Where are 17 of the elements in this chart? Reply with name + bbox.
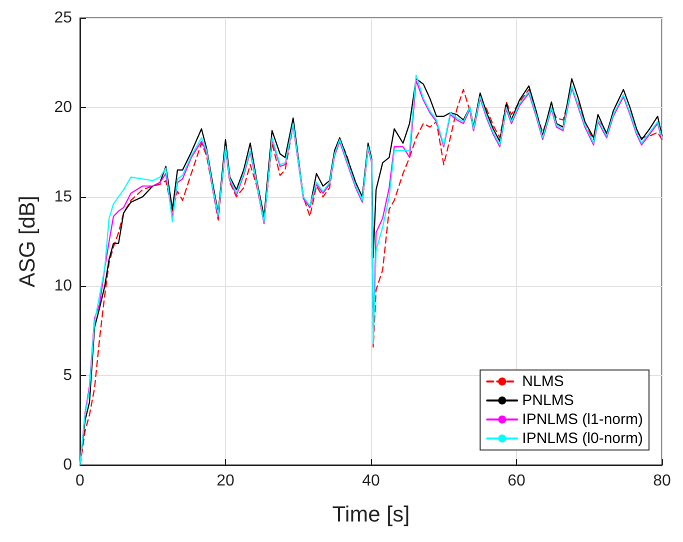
y-tick-label: 15 — [54, 188, 72, 206]
y-tick-label: 10 — [54, 278, 72, 295]
y-tick-label: 20 — [54, 98, 72, 116]
y-tick-label: 5 — [63, 367, 72, 384]
legend-label: IPNLMS (l0-norm) — [522, 430, 644, 447]
y-axis-title: ASG [dB] — [14, 196, 40, 288]
x-tick-label: 60 — [508, 472, 526, 490]
x-tick-label: 40 — [362, 472, 380, 490]
x-tick-label: 80 — [653, 472, 671, 490]
x-tick-label: 20 — [216, 472, 234, 490]
x-tick-label: 0 — [76, 472, 85, 490]
y-tick-label: 25 — [54, 10, 72, 26]
legend-label: NLMS — [522, 373, 564, 390]
x-axis-title: Time [s] — [332, 502, 410, 526]
legend-label: IPNLMS (l1-norm) — [522, 411, 644, 428]
y-tick-label: 0 — [63, 456, 72, 474]
legend-label: PNLMS — [522, 392, 574, 409]
